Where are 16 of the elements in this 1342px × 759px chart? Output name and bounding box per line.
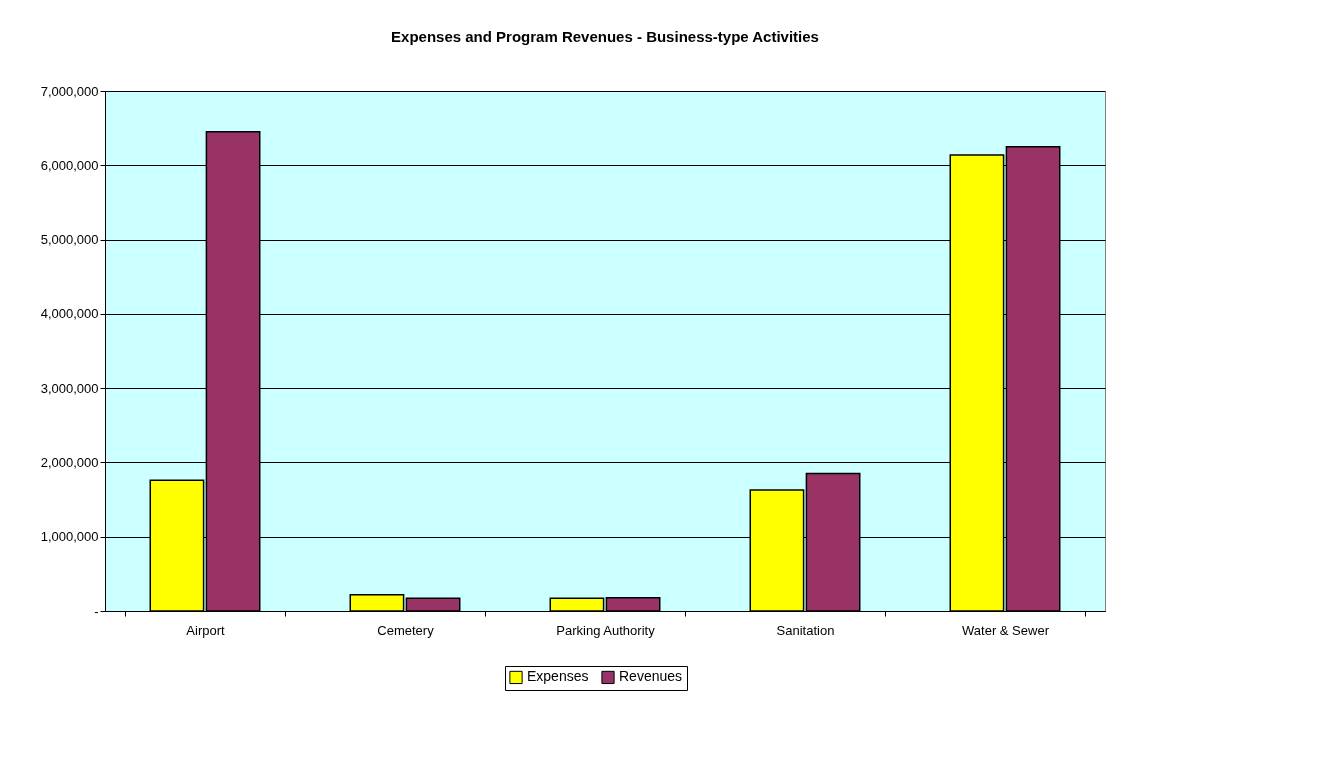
y-tick-label: 3,000,000 [40,380,99,396]
x-tick-label: Airport [186,622,226,638]
chart-title: Expenses and Program Revenues - Business-type Activities [391,28,819,45]
y-tick-label: 7,000,000 [40,83,99,99]
y-tick-label: 4,000,000 [40,306,99,322]
x-tick-label: Cemetery [377,622,435,638]
y-tick-label: 6,000,000 [40,157,99,173]
x-tick-label: Parking Authority [556,622,656,638]
legend-label: Expenses [527,668,589,685]
y-tick-label: - [94,603,99,619]
x-tick-label: Sanitation [776,622,835,638]
y-tick-label: 5,000,000 [40,232,99,248]
y-tick-label: 1,000,000 [40,529,99,545]
x-tick-label: Water & Sewer [962,622,1050,638]
y-tick-label: 2,000,000 [40,454,99,470]
legend-label: Revenues [619,668,683,685]
